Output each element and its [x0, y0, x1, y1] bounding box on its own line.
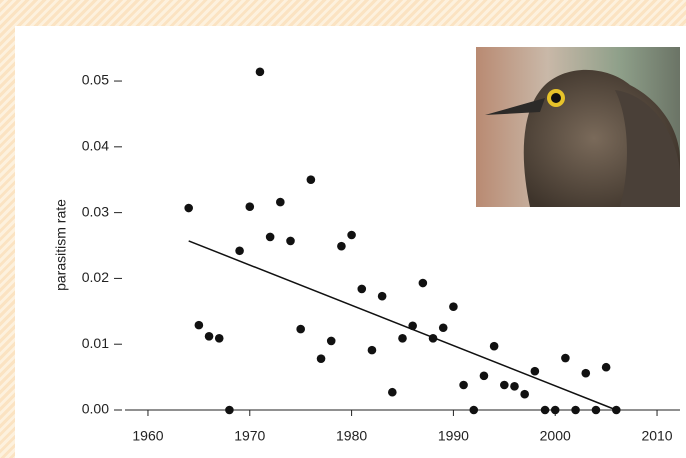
y-tick-label: 0.05 — [82, 72, 109, 88]
point — [347, 231, 356, 240]
point — [510, 382, 519, 391]
x-tick-label: 1980 — [336, 428, 367, 444]
point — [317, 354, 326, 363]
point — [266, 233, 275, 242]
point — [276, 198, 285, 207]
point — [235, 246, 244, 255]
point — [520, 390, 529, 399]
point — [459, 381, 468, 390]
point — [439, 323, 448, 332]
point — [286, 237, 295, 246]
x-tick-label: 2000 — [540, 428, 571, 444]
y-tick-label: 0.01 — [82, 335, 109, 351]
point — [357, 285, 366, 294]
chart: parasitism rate 1960 1970 1980 1990 2000 2010… — [0, 0, 686, 458]
point — [225, 406, 234, 415]
y-axis-title: parasitism rate — [53, 199, 69, 291]
trend-line — [189, 241, 617, 410]
point — [195, 321, 204, 330]
point — [256, 68, 265, 77]
point — [215, 334, 224, 343]
point — [398, 334, 407, 343]
slide: parasitism rate 1960 1970 1980 1990 2000 2010… — [0, 0, 686, 458]
point — [245, 202, 254, 211]
point — [388, 388, 397, 397]
photo — [476, 47, 680, 207]
point — [612, 406, 621, 415]
y-tick-label: 0.00 — [82, 401, 109, 417]
point — [480, 371, 489, 380]
point — [490, 342, 499, 351]
point — [419, 279, 428, 288]
point — [408, 321, 417, 330]
point — [327, 337, 336, 346]
x-tick-label: 1990 — [438, 428, 469, 444]
point — [602, 363, 611, 372]
x-tick-label: 2010 — [641, 428, 672, 444]
point — [337, 242, 346, 251]
x-tick-label: 1970 — [234, 428, 265, 444]
point — [571, 406, 580, 415]
point — [469, 406, 478, 415]
point — [561, 354, 570, 363]
point — [531, 367, 540, 376]
point — [296, 325, 305, 334]
point — [592, 406, 601, 415]
point — [500, 381, 509, 390]
point — [307, 175, 316, 184]
point — [429, 334, 438, 343]
y-tick-label: 0.02 — [82, 269, 109, 285]
point — [378, 292, 387, 301]
y-tick-label: 0.04 — [82, 138, 109, 154]
point — [541, 406, 550, 415]
point — [449, 302, 458, 311]
point — [551, 406, 560, 415]
y-tick-label: 0.03 — [82, 203, 109, 219]
x-tick-label: 1960 — [132, 428, 163, 444]
point — [368, 346, 377, 355]
point — [184, 204, 193, 213]
point — [205, 332, 214, 341]
point — [581, 369, 590, 378]
